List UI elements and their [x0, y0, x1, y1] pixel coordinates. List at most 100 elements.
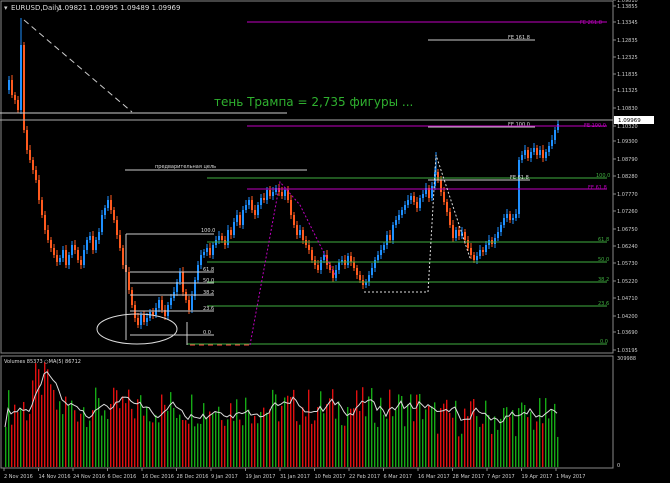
candle-body [212, 245, 214, 255]
volume-bar [245, 397, 247, 467]
candle-body [80, 260, 82, 265]
date-axis-label: 6 Dec 2016 [108, 474, 137, 480]
candle-body [200, 255, 202, 265]
candle-body [191, 296, 193, 310]
volume-bar [215, 412, 217, 467]
candle-body [350, 256, 352, 262]
candle-body [53, 248, 55, 255]
volume-bar [527, 417, 529, 467]
candle-body [371, 268, 373, 275]
price-axis-label: 1.12835 [617, 38, 638, 44]
volume-bar [308, 389, 310, 467]
candle-body [251, 200, 253, 210]
candle-body [20, 45, 22, 110]
fib-right-236-label: 23.6 [598, 301, 609, 307]
candle-body [188, 300, 190, 310]
candle-body [413, 196, 415, 202]
date-axis-label: 22 Feb 2017 [349, 474, 380, 480]
candle-body [239, 215, 241, 225]
candle-body [83, 250, 85, 265]
candle-body [260, 198, 262, 205]
candle-body [392, 225, 394, 240]
volume-bar [152, 422, 154, 467]
candle-body [266, 190, 268, 200]
candle-body [137, 318, 139, 325]
price-axis-label: 1.13345 [617, 20, 638, 26]
date-axis-label: 10 Feb 2017 [315, 474, 346, 480]
candle-body [236, 215, 238, 222]
volume-bar [461, 433, 463, 467]
trump-shadow-trendline[interactable] [23, 19, 133, 113]
candle-body [533, 148, 535, 152]
volume-bar [341, 425, 343, 467]
volume-bar [356, 390, 358, 467]
volume-bar [545, 398, 547, 467]
volume-bar [329, 398, 331, 467]
volume-bar [272, 389, 274, 467]
volume-bar [128, 389, 130, 467]
volume-bar [173, 408, 175, 467]
volume-bar [290, 396, 292, 467]
volume-bar [347, 407, 349, 467]
volume-bar [374, 422, 376, 467]
candle-body [416, 202, 418, 208]
volume-bar [275, 394, 277, 467]
volume-bar [107, 418, 109, 467]
candle-body [467, 240, 469, 248]
volume-bar [440, 408, 442, 467]
candle-body [86, 240, 88, 250]
ohlc-values: 1.09821 1.09995 1.09489 1.09969 [58, 4, 180, 12]
candle-body [95, 240, 97, 250]
candle-body [419, 198, 421, 208]
candle-body [479, 250, 481, 256]
volume-bar [479, 426, 481, 467]
volume-bar [83, 407, 85, 467]
date-axis: 2 Nov 2016 14 Nov 2016 24 Nov 2016 6 Dec 20… [3, 468, 585, 480]
volume-bar [536, 421, 538, 467]
fe-61-white-label: FE 61.8 [510, 175, 529, 181]
fib-left-618-label: 61.8 [203, 267, 214, 273]
volume-bar [59, 401, 61, 467]
volume-bar [197, 423, 199, 467]
volume-bar [554, 403, 556, 467]
volume-bar [122, 396, 124, 467]
candle-body [269, 190, 271, 196]
volume-bar [359, 410, 361, 467]
candle-body [23, 45, 25, 130]
candle-body [131, 290, 133, 305]
candle-body [206, 248, 208, 252]
date-axis-label: 16 Mar 2017 [418, 474, 450, 480]
volume-bar [314, 420, 316, 467]
volume-bar [506, 407, 508, 467]
bottom-highlight-ellipse[interactable] [96, 313, 178, 345]
candle-body [146, 318, 148, 322]
volume-bar [422, 419, 424, 467]
volume-bar [254, 415, 256, 467]
volume-bar [557, 436, 559, 467]
volume-panel-label: Volumes 85373 ○MA(5) 86712 [4, 359, 81, 365]
date-axis-label: 7 Apr 2017 [487, 474, 515, 480]
volume-bar [257, 423, 259, 467]
volume-bar [236, 399, 238, 467]
candle-body [338, 262, 340, 270]
candle-body [41, 200, 43, 215]
volume-bar [485, 400, 487, 467]
volume-bar [386, 418, 388, 467]
price-axis-label: 1.11835 [617, 72, 638, 78]
candle-body [68, 255, 70, 265]
date-axis-label: 1 May 2017 [556, 474, 585, 480]
volume-bar [248, 409, 250, 467]
candle-body [143, 315, 145, 322]
candle-body [89, 236, 91, 240]
date-axis-label: 14 Nov 2016 [39, 474, 71, 480]
volume-bar [551, 408, 553, 467]
volume-bar [452, 417, 454, 467]
candle-body [440, 180, 442, 192]
volume-bar [413, 421, 415, 467]
volume-bar [146, 406, 148, 467]
volume-bar [389, 389, 391, 467]
candle-body [368, 275, 370, 282]
candle-body [380, 250, 382, 255]
date-axis-label: 31 Jan 2017 [280, 474, 310, 480]
